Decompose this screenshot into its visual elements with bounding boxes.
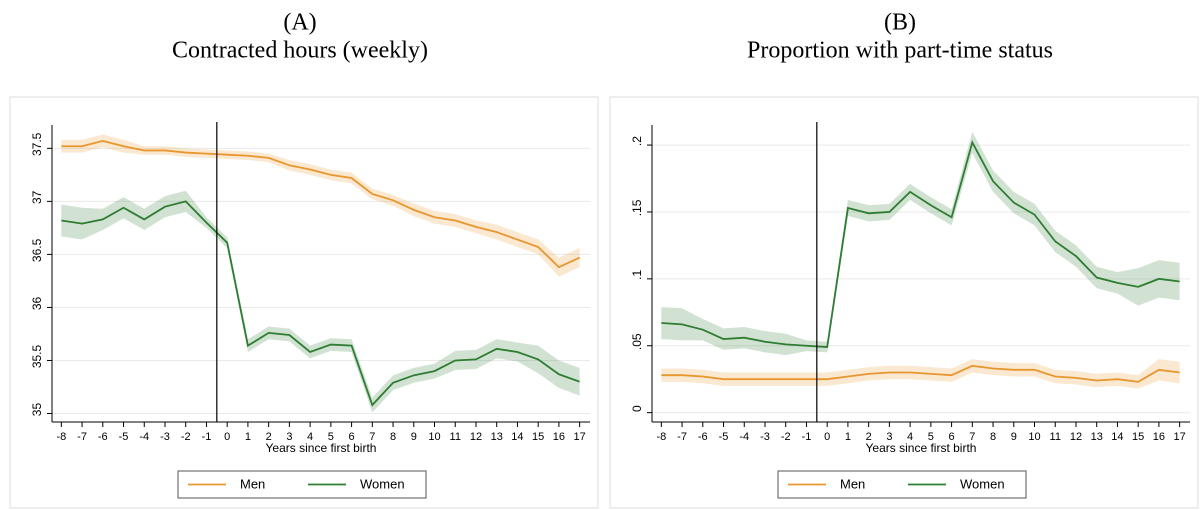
y-tick-label: .15 [630,199,644,216]
frame [609,96,1199,509]
chart-panel: (B)Proportion with part-time status 0 .05.… [609,10,1199,509]
x-tick-label: -8 [656,431,666,443]
x-tick-label: 6 [349,431,355,443]
y-tick-label: 36 [30,296,44,310]
x-axis-title: Years since first birth [866,441,977,455]
x-tick-label: -5 [119,431,129,443]
x-tick-label: -3 [760,431,770,443]
x-tick-label: -4 [739,431,749,443]
y-tick-label: 36.5 [30,238,44,262]
x-tick-label: 5 [328,431,334,443]
chart-panel: (A)Contracted hours (weekly)3535.53636.5… [9,10,599,509]
series-line [61,200,580,407]
x-tick-label: 9 [411,431,417,443]
legend-label: Men [240,476,265,491]
x-tick-label: 14 [1111,431,1123,443]
x-tick-label: -2 [781,431,791,443]
x-tick-label: 13 [491,431,503,443]
series-line [661,364,1180,383]
x-tick-label: 5 [928,431,934,443]
x-tick-label: 14 [511,431,523,443]
chart-title: Contracted hours (weekly) [172,38,428,64]
x-tick-label: 7 [969,431,975,443]
x-tick-label: 3 [286,431,292,443]
x-tick-label: 9 [1011,431,1017,443]
legend-label: Women [360,476,405,491]
x-tick-label: 13 [1091,431,1103,443]
x-tick-label: 16 [1153,431,1165,443]
x-tick-label: -2 [181,431,191,443]
panel-label: (B) [884,10,916,36]
x-tick-label: 11 [1050,431,1061,443]
legend-label: Women [960,476,1005,491]
y-tick-label: .05 [630,333,644,350]
frame [9,96,599,509]
x-tick-label: 8 [390,431,396,443]
x-tick-label: 0 [824,431,830,443]
x-tick-label: 7 [369,431,375,443]
y-tick-label: 37 [30,190,44,204]
x-tick-label: 4 [307,431,313,443]
x-tick-label: -4 [139,431,149,443]
y-tick-label: 35 [30,403,44,417]
x-tick-label: 15 [532,431,544,443]
x-tick-label: 10 [428,431,440,443]
y-tick-label: 0 [630,405,644,412]
panel-label: (A) [283,10,316,36]
x-tick-label: -8 [56,431,66,443]
x-tick-label: 4 [907,431,913,443]
x-tick-label: -6 [98,431,108,443]
confidence-band [61,190,580,413]
x-tick-label: 12 [1070,431,1082,443]
y-tick-label: 35.5 [30,344,44,368]
y-tick-label: .2 [630,136,644,146]
x-tick-label: -5 [719,431,729,443]
x-tick-label: 2 [866,431,872,443]
x-tick-label: -7 [77,431,87,443]
x-tick-label: 0 [224,431,230,443]
series-line [661,139,1180,349]
y-tick-label: .1 [630,270,644,280]
x-tick-label: 12 [470,431,482,443]
x-tick-label: 2 [266,431,272,443]
x-tick-label: -7 [677,431,687,443]
x-tick-label: 17 [574,431,586,443]
chart-title: Proportion with part-time status [747,38,1053,64]
x-tick-label: 8 [990,431,996,443]
x-tick-label: -6 [698,431,708,443]
y-tick-label: 37.5 [30,132,44,156]
x-tick-label: -1 [202,431,212,443]
x-tick-label: 3 [886,431,892,443]
x-tick-label: 6 [949,431,955,443]
x-tick-label: -1 [802,431,812,443]
x-tick-label: -3 [160,431,170,443]
series-line [61,139,581,269]
x-tick-label: 1 [845,431,851,443]
x-tick-label: 10 [1028,431,1040,443]
x-tick-label: 11 [450,431,461,443]
confidence-band [661,131,1180,356]
legend-label: Men [840,476,865,491]
x-tick-label: 16 [553,431,565,443]
confidence-band [61,134,580,277]
x-tick-label: 17 [1174,431,1186,443]
x-tick-label: 15 [1132,431,1144,443]
x-axis-title: Years since first birth [266,441,377,455]
x-tick-label: 1 [245,431,251,443]
